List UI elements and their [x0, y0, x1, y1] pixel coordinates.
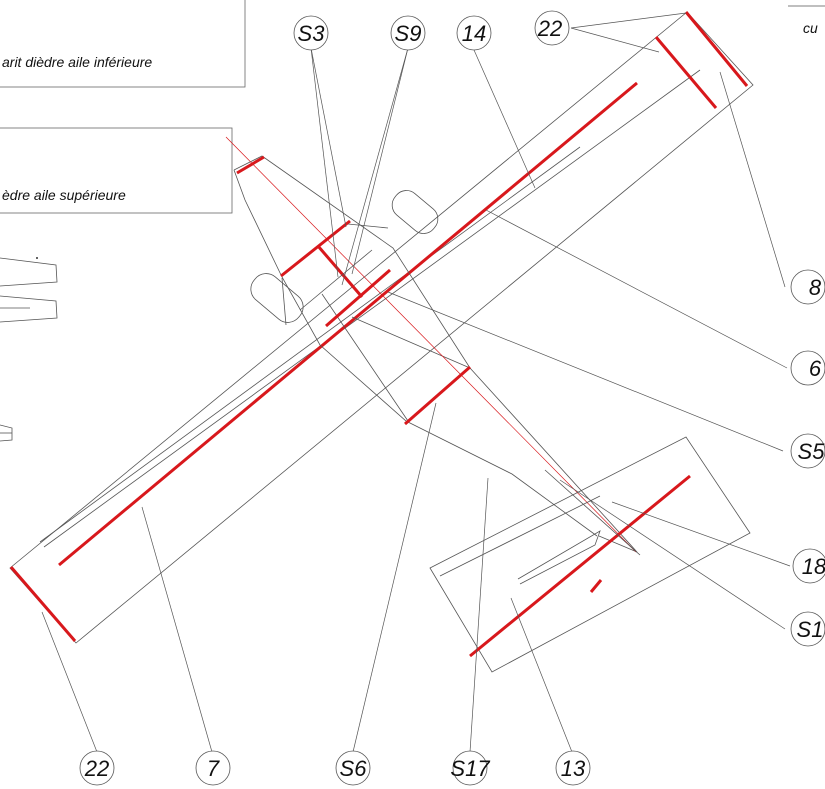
callout-s9-label: S9 — [395, 21, 422, 46]
main-wing — [9, 11, 754, 644]
note-box-lower-wing: arit dièdre aile inférieure — [0, 0, 246, 88]
callout-7-label: 7 — [207, 756, 220, 781]
leader-lines — [41, 12, 791, 753]
callout-22-bottom-label: 22 — [84, 756, 109, 781]
callout-8: 8 — [790, 269, 825, 305]
callout-22-top: 22 — [534, 10, 570, 46]
callout-s3-label: S3 — [298, 21, 326, 46]
callout-18-label: 18 — [802, 554, 825, 579]
callout-6: 6 — [790, 350, 825, 386]
note-box-top-right: cu — [788, 5, 825, 36]
callout-18: 18 — [792, 548, 825, 584]
callout-s1: S1 — [790, 611, 825, 647]
wing-tip-mark-left — [9, 566, 77, 642]
callout-s9: S9 — [390, 15, 426, 51]
callout-13-label: 13 — [561, 756, 586, 781]
callout-14: 14 — [456, 15, 492, 51]
note-upper-wing-dihedral: èdre aile supérieure — [2, 187, 126, 203]
callout-s1-label: S1 — [797, 617, 824, 642]
tail-spar-mark — [469, 474, 691, 658]
callout-s5-label: S5 — [798, 439, 825, 464]
fuselage-frame-mark-b — [316, 245, 364, 298]
fuselage — [225, 136, 638, 553]
fuselage-frame-mark-a — [280, 219, 351, 278]
callout-s17: S17 — [450, 750, 490, 786]
callout-8-label: 8 — [809, 275, 822, 300]
callout-s17-label: S17 — [450, 756, 490, 781]
callout-6-label: 6 — [809, 356, 822, 381]
fuselage-centerline — [225, 136, 637, 553]
fuselage-rear-mark — [404, 365, 471, 426]
callout-13: 13 — [555, 750, 591, 786]
note-top-right: cu — [803, 20, 818, 36]
wing-rib-mark-right — [654, 36, 718, 109]
left-edge-parts — [0, 257, 58, 442]
note-lower-wing-dihedral: arit dièdre aile inférieure — [2, 54, 152, 70]
note-box-upper-wing: èdre aile supérieure — [0, 127, 233, 214]
callout-s3: S3 — [293, 15, 329, 51]
engine-pods — [250, 190, 439, 326]
fuselage-nose-mark — [236, 155, 265, 175]
fuselage-frame-mark-c — [325, 268, 391, 328]
callout-22-top-label: 22 — [537, 16, 562, 41]
callout-7: 7 — [195, 750, 231, 786]
callout-s5: S5 — [790, 433, 825, 469]
tail-plane — [429, 436, 751, 673]
callout-s6: S6 — [335, 750, 371, 786]
callout-22-bottom: 22 — [79, 750, 115, 786]
callout-s6-label: S6 — [340, 756, 368, 781]
callout-14-label: 14 — [462, 21, 486, 46]
wing-spar-mark — [58, 81, 638, 567]
tail-rudder-mark — [589, 579, 603, 593]
wing-tip-mark-right — [684, 11, 749, 87]
